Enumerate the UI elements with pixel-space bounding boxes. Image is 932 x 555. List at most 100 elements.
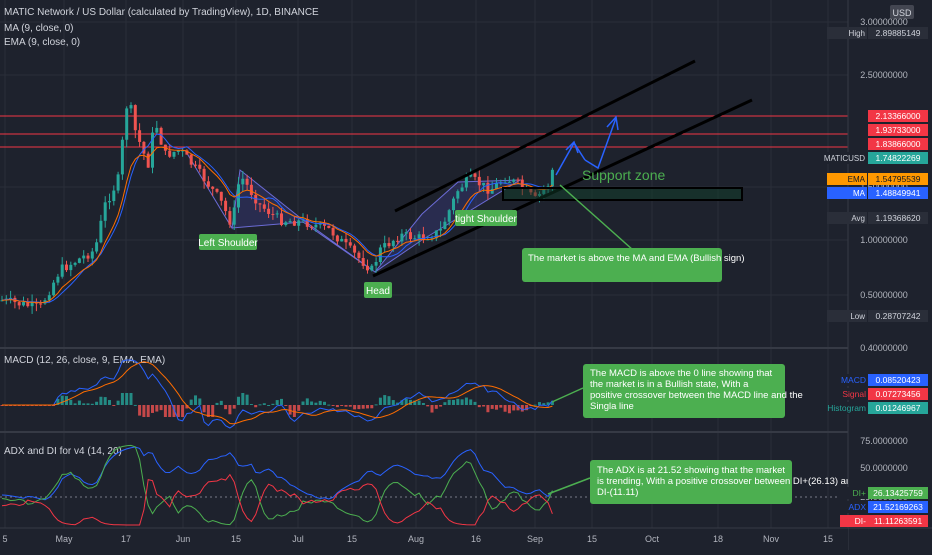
adx-callout[interactable]: The ADX is at 21.52 showing that the mar…	[590, 460, 859, 504]
left-shoulder-text: Left Shoulder	[198, 238, 258, 249]
macd-histogram-bar	[125, 393, 129, 405]
candle	[232, 200, 236, 230]
candle	[275, 210, 279, 218]
macd-histogram-bar	[331, 405, 335, 406]
ma-legend[interactable]: MA (9, close, 0)	[4, 23, 73, 34]
macd-histogram-bar	[469, 399, 473, 405]
macd-histogram-bar	[202, 405, 206, 413]
candle	[241, 171, 245, 192]
macd-histogram-bar	[473, 401, 477, 405]
macd-histogram-bar	[288, 405, 292, 415]
macd-histogram-bar	[254, 405, 258, 408]
right-shoulder-text: tight Shoulder	[455, 214, 517, 225]
time-ticks: 5 May 17 Jun 15 Jul 15 Aug 16 Sep 15 Oct 18 Nov 15	[2, 534, 833, 544]
macd-histogram-bar	[86, 403, 90, 405]
candle	[224, 197, 228, 216]
macd-callout[interactable]: The MACD is above the 0 line showing tha…	[583, 364, 805, 418]
macd-histogram-bar	[211, 405, 215, 417]
candle	[189, 153, 193, 168]
macd-legend-value: 0.01246967	[876, 403, 921, 413]
macd-histogram-bar	[400, 400, 404, 405]
candle	[305, 214, 309, 230]
macd-histogram-bar	[421, 402, 425, 405]
time-tick-label: Sep	[527, 534, 543, 544]
price-badge-label: High	[849, 29, 865, 38]
macd-histogram-bar	[245, 394, 249, 405]
candle	[181, 148, 185, 157]
time-tick-label: 15	[347, 534, 357, 544]
candle	[155, 120, 159, 135]
currency-badge[interactable]: USD	[890, 5, 914, 19]
price-scale[interactable]: USD 3.000000002.500000001.500000001.0000…	[824, 0, 932, 550]
macd-histogram-bar	[404, 398, 408, 405]
candle	[60, 257, 64, 279]
candle	[516, 177, 520, 184]
macd-histogram-bar	[280, 398, 283, 405]
candle	[335, 234, 339, 245]
projection-path-2	[584, 117, 617, 170]
adx-legend-label: DI+	[853, 488, 867, 498]
channel-upper-line[interactable]	[394, 59, 696, 213]
candle	[340, 235, 344, 242]
macd-pane[interactable]: MACD (12, 26, close, 9, EMA, EMA) The MA…	[0, 355, 806, 429]
price-badge-label: Avg	[851, 214, 865, 223]
support-zone-box[interactable]	[502, 187, 743, 201]
candle	[138, 123, 142, 147]
adx-legend-item: DI+ 26.13425759	[840, 487, 928, 499]
adx-legend: DI+ 26.13425759 ADX 21.52169263 DI- 11.112635…	[840, 487, 928, 527]
macd-histogram-bar	[271, 403, 275, 405]
candle	[185, 149, 189, 155]
macd-histogram-bar	[495, 405, 498, 410]
price-badge: 1.48849941 MA	[827, 187, 928, 199]
bullish-callout[interactable]: The market is above the MA and EMA (Bull…	[522, 248, 745, 282]
adx-legend-value: 26.13425759	[873, 488, 923, 498]
price-tick-label: 3.00000000	[860, 17, 908, 27]
candle	[9, 290, 13, 304]
adx-pane[interactable]: ADX and DI for v4 (14, 20) The ADX is at…	[0, 444, 859, 526]
price-tick-label: 1.00000000	[860, 235, 908, 245]
candle	[215, 188, 219, 194]
candle	[391, 239, 395, 252]
macd-histogram-bar	[301, 401, 305, 405]
macd-histogram-bar	[228, 405, 232, 415]
candle	[194, 160, 197, 169]
candle	[168, 143, 172, 158]
macd-histogram-bar	[297, 405, 301, 411]
time-axis[interactable]: 5 May 17 Jun 15 Jul 15 Aug 16 Sep 15 Oct 18 Nov 15	[0, 527, 932, 550]
macd-histogram-bar	[116, 400, 120, 405]
time-tick-label: Jun	[176, 534, 191, 544]
candle	[69, 261, 73, 277]
price-badges: 2.89885149 High 2.13366000 1.93733000 1.8386…	[824, 27, 928, 322]
candle	[288, 218, 292, 223]
price-badge-label: Low	[850, 312, 865, 321]
di-minus-line	[1, 473, 553, 526]
macd-line	[2, 359, 553, 429]
bullish-callout-text: The market is above the MA and EMA (Bull…	[528, 253, 745, 264]
price-badge-value: 1.74822269	[876, 153, 921, 163]
macd-histogram-bar	[439, 405, 443, 407]
ema-legend[interactable]: EMA (9, close, 0)	[4, 37, 80, 48]
candle	[396, 236, 400, 245]
macd-histogram-bar	[103, 397, 107, 405]
macd-histogram-bar	[262, 403, 266, 405]
macd-histogram-bar	[357, 405, 361, 410]
time-tick-label: 18	[713, 534, 723, 544]
candle	[400, 229, 404, 246]
candle	[331, 224, 335, 240]
price-badge-value: 1.93733000	[876, 125, 921, 135]
macd-histogram-bar	[520, 405, 524, 412]
macd-histogram-bar	[533, 404, 537, 406]
price-pane[interactable]: Support zone Left Shoulder Head tight Sh…	[0, 7, 848, 349]
adx-tick-label: 75.0000000	[860, 436, 908, 446]
candle	[421, 226, 425, 244]
candle	[262, 199, 266, 212]
price-badge: 0.28707242 Low	[827, 310, 928, 322]
price-badge: 1.93733000	[868, 124, 928, 136]
macd-histogram-bar	[172, 405, 176, 417]
macd-histogram-bar	[447, 399, 451, 405]
candle	[409, 227, 412, 244]
time-tick-label: Nov	[763, 534, 780, 544]
macd-histogram-bar	[443, 402, 447, 405]
macd-histogram-bar	[391, 400, 395, 405]
